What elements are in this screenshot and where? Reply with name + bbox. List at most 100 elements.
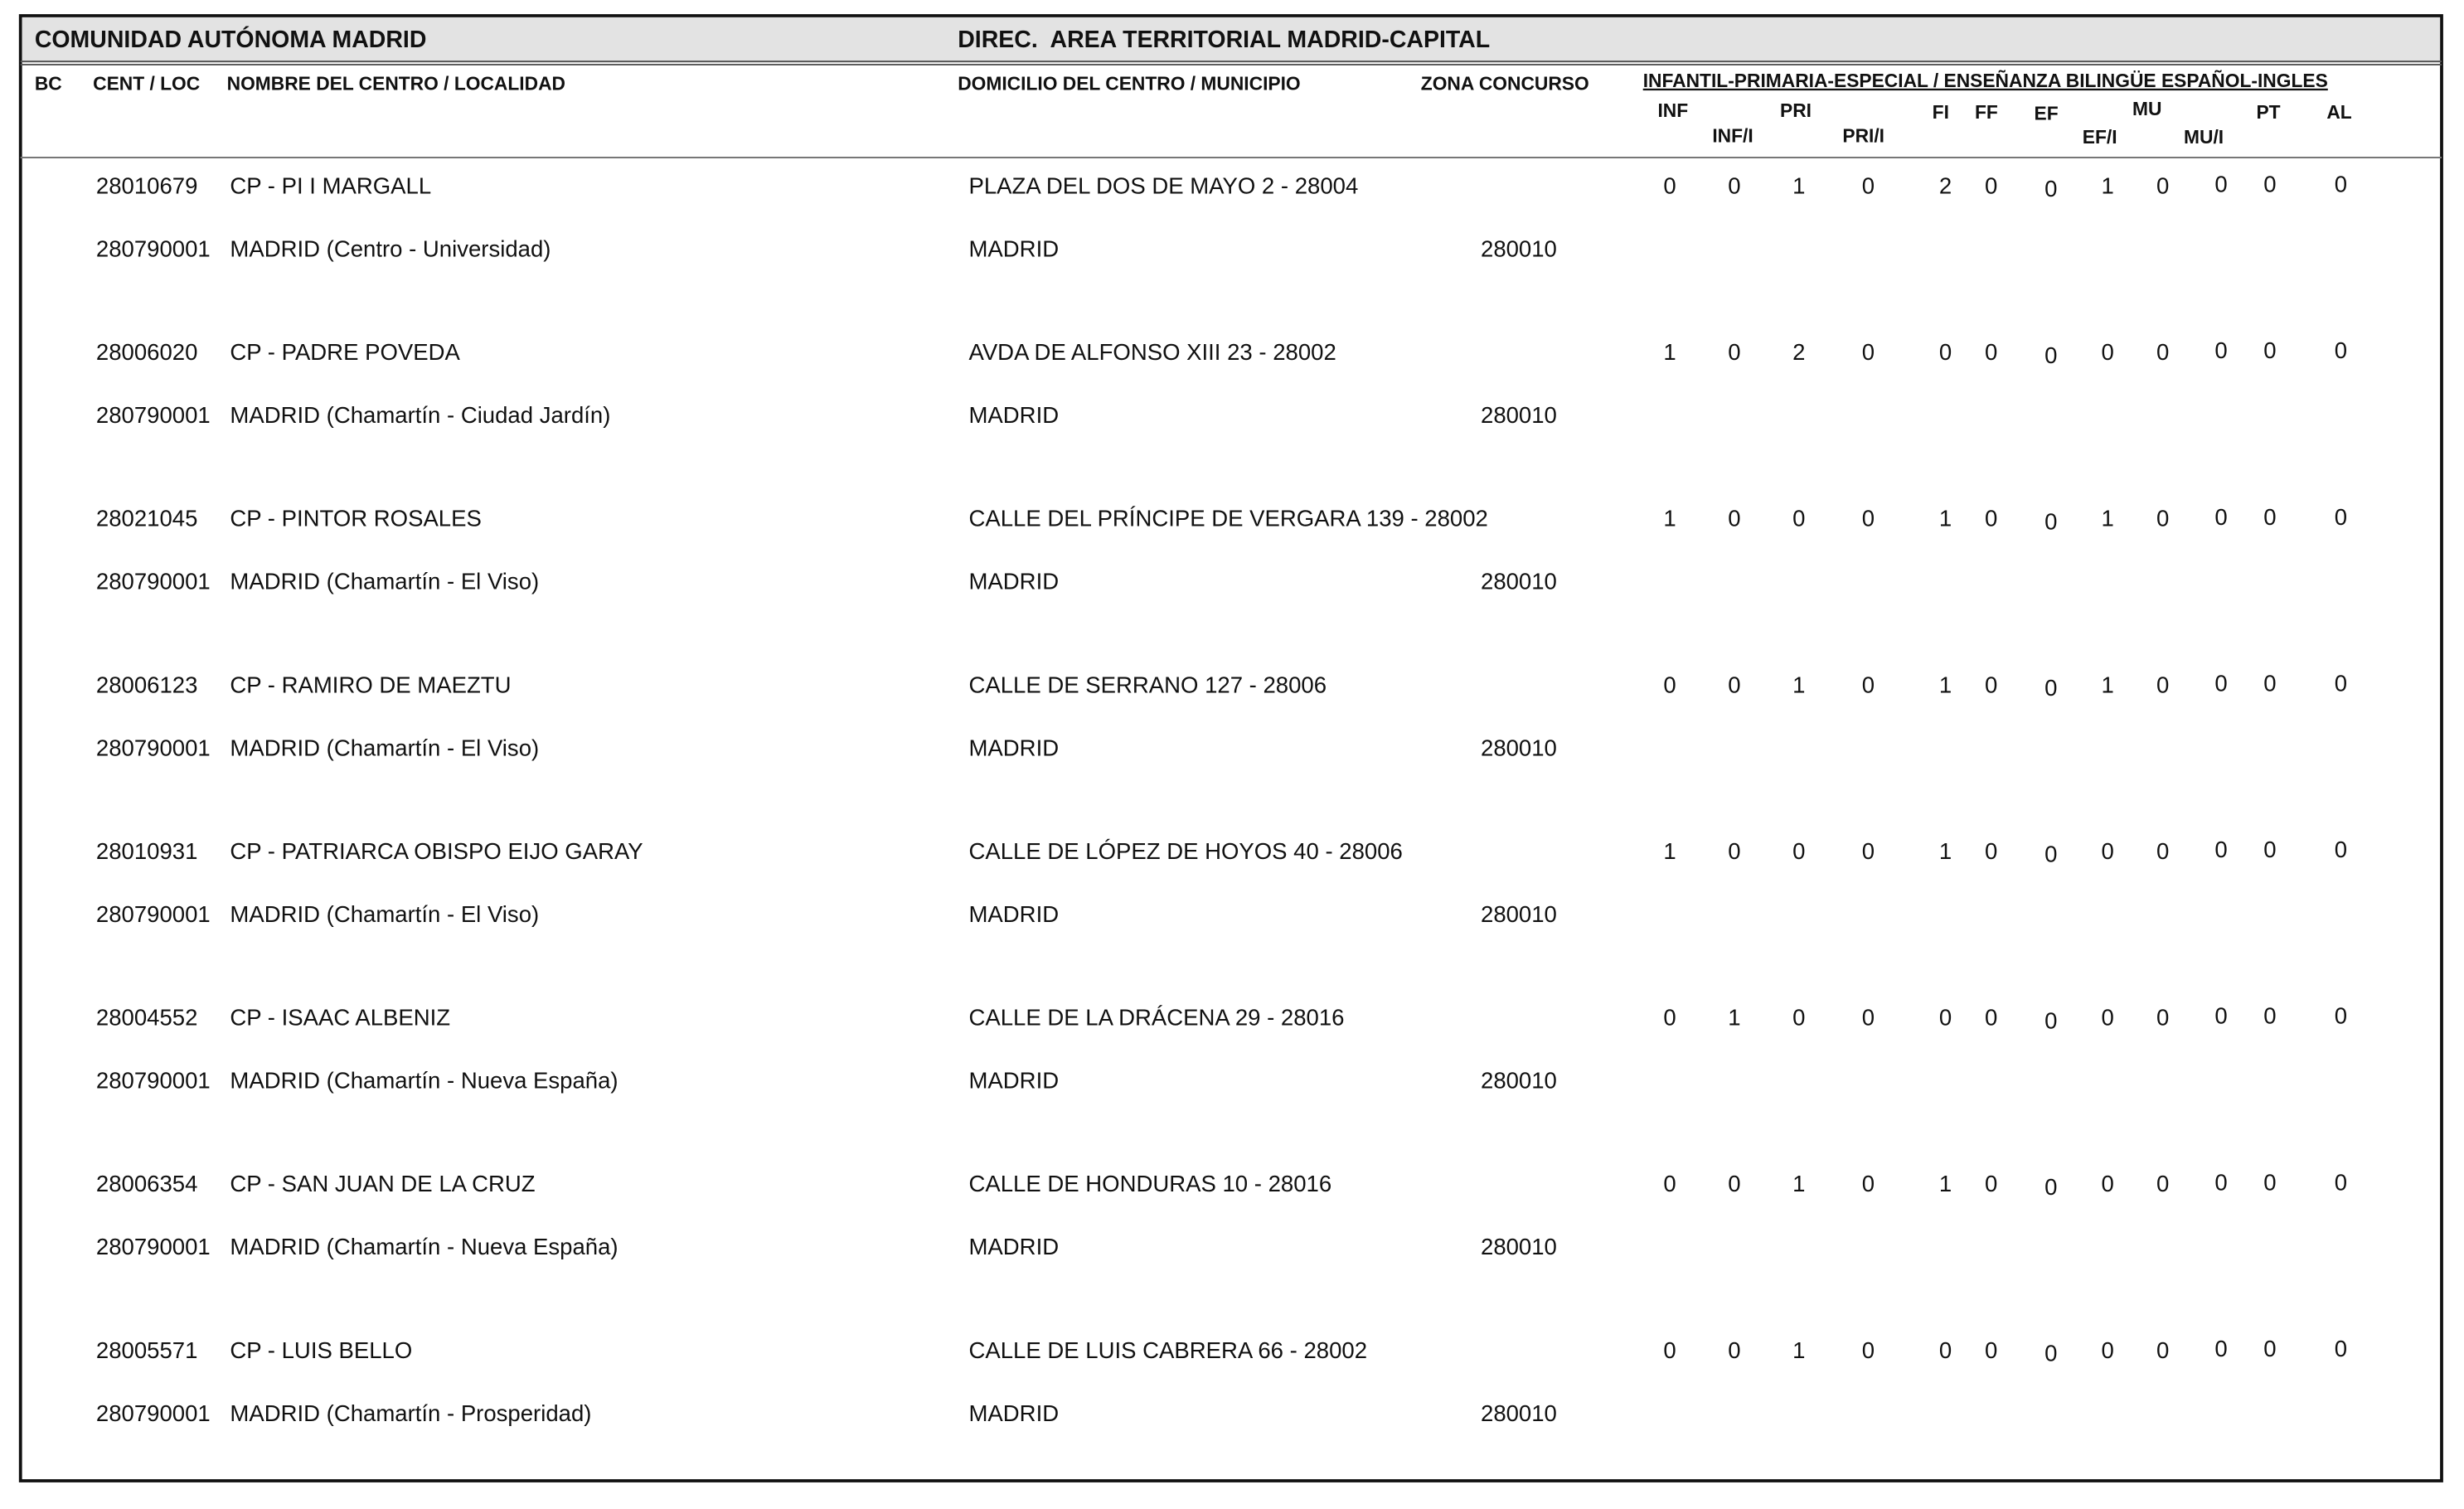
vacancy-count: 0 (2335, 504, 2347, 530)
vacancy-count: 0 (2156, 672, 2169, 697)
vacancy-count: 0 (1939, 1005, 1952, 1031)
vacancy-count: 0 (2102, 1171, 2114, 1196)
vacancy-count: 0 (2335, 1003, 2347, 1029)
vacancy-count: 0 (2044, 176, 2057, 201)
municipality: MADRID (969, 735, 1060, 760)
vacancy-count: 2 (1939, 172, 1952, 198)
municipality: MADRID (969, 1234, 1060, 1259)
vacancy-count: 0 (2102, 1337, 2114, 1363)
locality-name: MADRID (Chamartín - Prosperidad) (230, 1400, 591, 1426)
center-name: CP - ISAAC ALBENIZ (230, 1005, 450, 1031)
center-code: 28010931 (96, 838, 198, 864)
vacancy-count: 1 (1663, 838, 1676, 864)
zone-code: 280010 (1481, 735, 1557, 760)
vacancy-count: 0 (1663, 1337, 1676, 1363)
vacancy-count: 0 (2214, 171, 2227, 197)
vacancy-count: 0 (2263, 1003, 2276, 1029)
vacancy-count: 2 (1792, 339, 1805, 365)
group-header: INFANTIL-PRIMARIA-ESPECIAL / ENSEÑANZA B… (1643, 70, 2328, 91)
vacancy-count: 0 (2263, 1336, 2276, 1361)
specialty-header: INF/I (1712, 124, 1753, 146)
vacancy-count: 0 (2335, 837, 2347, 862)
vacancy-count: 0 (1728, 1337, 1740, 1363)
vacancy-count: 1 (2102, 672, 2114, 697)
zone-code: 280010 (1481, 1400, 1557, 1426)
vacancy-count: 0 (1792, 506, 1805, 531)
vacancy-count: 0 (1985, 172, 1997, 198)
region-title: COMUNIDAD AUTÓNOMA MADRID (35, 27, 427, 53)
center-address: CALLE DEL PRÍNCIPE DE VERGARA 139 - 2800… (969, 506, 1488, 531)
center-name: CP - RAMIRO DE MAEZTU (230, 672, 511, 697)
vacancy-count: 1 (1939, 838, 1952, 864)
vacancy-count: 1 (1663, 506, 1676, 531)
vacancy-count: 0 (2214, 837, 2227, 862)
center-name: CP - LUIS BELLO (230, 1337, 412, 1363)
vacancy-count: 0 (1862, 1171, 1875, 1196)
vacancy-count: 0 (1663, 672, 1676, 697)
vacancy-count: 0 (2156, 172, 2169, 198)
vacancy-count: 0 (1663, 1005, 1676, 1031)
locality-name: MADRID (Chamartín - El Viso) (230, 735, 539, 760)
center-code: 28006020 (96, 339, 198, 365)
municipality: MADRID (969, 901, 1060, 927)
specialty-header: EF (2035, 103, 2059, 124)
locality-name: MADRID (Chamartín - El Viso) (230, 901, 539, 927)
vacancy-count: 0 (1985, 339, 1997, 365)
locality-name: MADRID (Chamartín - Nueva España) (230, 1234, 618, 1259)
vacancy-count: 1 (1792, 1337, 1805, 1363)
vacancy-count: 0 (1663, 172, 1676, 198)
vacancy-count: 0 (2214, 504, 2227, 530)
column-header: ZONA CONCURSO (1421, 73, 1589, 95)
column-header: CENT / LOC (93, 73, 200, 95)
column-header: NOMBRE DEL CENTRO / LOCALIDAD (227, 73, 565, 95)
specialty-header: MU/I (2184, 126, 2224, 148)
vacancy-count: 0 (1728, 672, 1740, 697)
center-name: CP - PI I MARGALL (230, 172, 431, 198)
vacancy-count: 0 (1728, 838, 1740, 864)
vacancy-count: 1 (2102, 506, 2114, 531)
center-address: CALLE DE LÓPEZ DE HOYOS 40 - 28006 (969, 838, 1403, 864)
specialty-header: EF/I (2083, 126, 2117, 148)
vacancy-count: 1 (1939, 1171, 1952, 1196)
zone-code: 280010 (1481, 569, 1557, 594)
vacancy-count: 0 (1728, 339, 1740, 365)
vacancy-count: 0 (2044, 1007, 2057, 1033)
vacancy-count: 0 (2263, 171, 2276, 197)
vacancy-count: 0 (2214, 337, 2227, 363)
group-header-wrap: INFANTIL-PRIMARIA-ESPECIAL / ENSEÑANZA B… (1643, 70, 2328, 91)
vacancy-count: 0 (1792, 1005, 1805, 1031)
center-address: CALLE DE LUIS CABRERA 66 - 28002 (969, 1337, 1368, 1363)
vacancy-count: 0 (2102, 838, 2114, 864)
vacancy-count: 0 (1862, 172, 1875, 198)
center-name: CP - SAN JUAN DE LA CRUZ (230, 1171, 535, 1196)
municipality: MADRID (969, 402, 1060, 428)
specialty-header: PRI/I (1842, 124, 1884, 146)
vacancy-count: 0 (2044, 1341, 2057, 1366)
locality-code: 280790001 (96, 901, 211, 927)
specialty-header: INF (1657, 99, 1688, 121)
zone-code: 280010 (1481, 402, 1557, 428)
vacancy-count: 0 (1862, 838, 1875, 864)
vacancy-count: 0 (1939, 1337, 1952, 1363)
municipality: MADRID (969, 569, 1060, 594)
vacancy-count: 0 (2156, 1005, 2169, 1031)
vacancy-count: 0 (2335, 1336, 2347, 1361)
municipality: MADRID (969, 1400, 1060, 1426)
center-code: 28005571 (96, 1337, 198, 1363)
vacancy-count: 0 (2044, 342, 2057, 368)
vacancy-count: 0 (2335, 171, 2347, 197)
vacancy-count: 0 (1862, 1337, 1875, 1363)
vacancy-count: 0 (2044, 842, 2057, 867)
vacancy-count: 0 (2102, 1005, 2114, 1031)
locality-code: 280790001 (96, 1068, 211, 1094)
vacancy-count: 0 (2044, 1174, 2057, 1200)
vacancy-count: 0 (2335, 1169, 2347, 1195)
vacancy-count: 0 (2044, 508, 2057, 534)
specialty-header: FI (1933, 101, 1949, 123)
page-border (18, 14, 2443, 1482)
locality-code: 280790001 (96, 1400, 211, 1426)
specialty-header: MU (2132, 98, 2161, 119)
vacancy-count: 1 (1792, 672, 1805, 697)
vacancy-count: 0 (2214, 670, 2227, 696)
